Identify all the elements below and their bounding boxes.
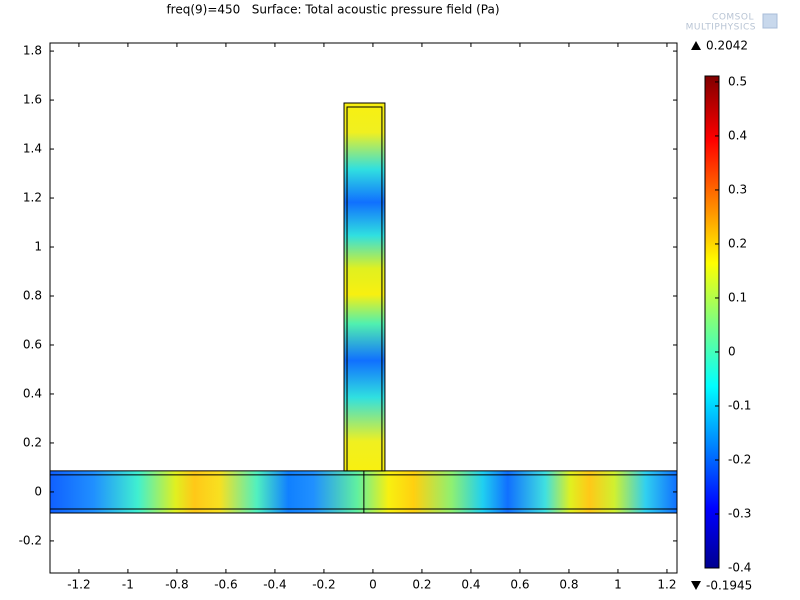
x-tick-label: 1.2	[657, 578, 676, 592]
x-tick-label: 0.2	[412, 578, 431, 592]
y-tick-label: 0	[34, 484, 42, 498]
x-tick-label: -1	[122, 578, 134, 592]
colorbar-tick-label: 0.1	[728, 290, 747, 304]
x-tick-label: 0.6	[510, 578, 529, 592]
y-tick-label: 1.4	[23, 142, 42, 156]
colorbar-tick-label: 0.3	[728, 182, 747, 196]
colorbar-tick-label: -0.4	[728, 561, 751, 575]
x-tick-label: -1.2	[67, 578, 90, 592]
colorbar-tick-label: 0.4	[728, 128, 747, 142]
x-tick-label: -0.8	[165, 578, 188, 592]
colorbar-tick-label: -0.2	[728, 452, 751, 466]
x-tick-label: 0.8	[559, 578, 578, 592]
x-tick-label: 1	[614, 578, 622, 592]
x-tick-label: -0.4	[263, 578, 286, 592]
y-tick-label: 0.8	[23, 288, 42, 302]
y-tick-label: 0.4	[23, 386, 42, 400]
y-tick-label: 0.2	[23, 435, 42, 449]
colorbar-tick-label: 0.5	[728, 74, 747, 88]
plot-area	[49, 102, 678, 514]
domain	[343, 102, 386, 472]
colorbar	[704, 75, 720, 569]
axes-frame	[49, 42, 678, 574]
domain-inner-edge	[346, 106, 383, 471]
chart-title: freq(9)=450 Surface: Total acoustic pres…	[166, 3, 499, 17]
min-label: -0.1945	[706, 579, 752, 593]
logo-text: COMSOL	[712, 13, 754, 23]
y-tick-label: 0.6	[23, 337, 42, 351]
y-tick-label: 1.8	[23, 44, 42, 58]
logo-icon	[762, 13, 778, 29]
colorbar-tick-label: -0.3	[728, 506, 751, 520]
y-tick-label: -0.2	[19, 533, 42, 547]
max-label: 0.2042	[706, 39, 748, 53]
y-tick-label: 1.2	[23, 191, 42, 205]
colorbar-tick-label: 0.2	[728, 236, 747, 250]
x-tick-label: 0.4	[461, 578, 480, 592]
x-tick-label: 0	[369, 578, 377, 592]
logo-text: MULTIPHYSICS	[686, 23, 756, 33]
y-tick-label: 1	[34, 240, 42, 254]
y-tick-label: 1.6	[23, 93, 42, 107]
x-tick-label: -0.6	[214, 578, 237, 592]
x-tick-label: -0.2	[312, 578, 335, 592]
max-marker	[691, 41, 701, 50]
min-marker	[691, 581, 701, 590]
colorbar-tick-label: 0	[728, 344, 736, 358]
colorbar-tick-label: -0.1	[728, 398, 751, 412]
